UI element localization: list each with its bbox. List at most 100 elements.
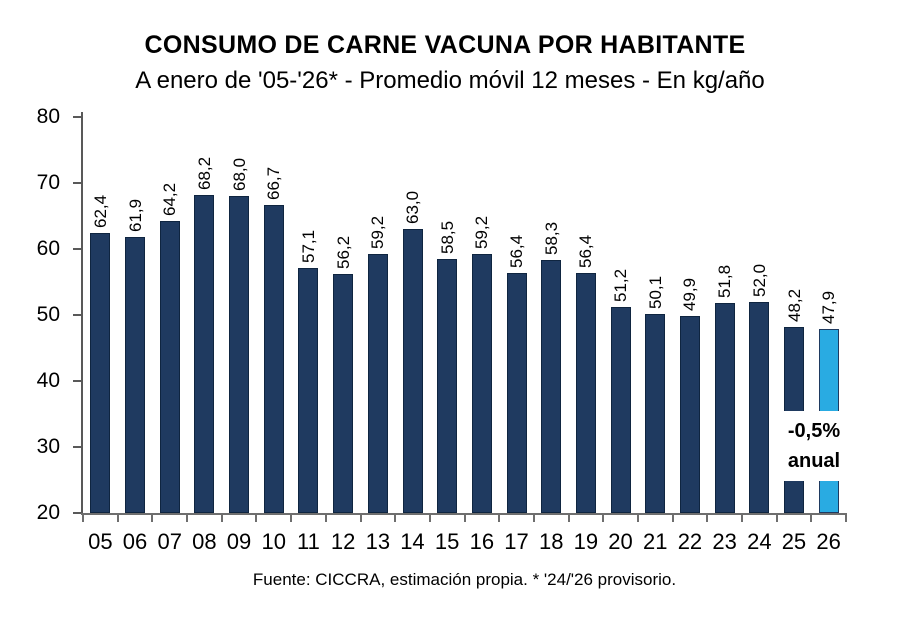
bar-value-label-07: 64,2: [160, 183, 180, 217]
chart-subtitle: A enero de '05-'26* - Promedio móvil 12 …: [135, 67, 765, 94]
x-axis-tick: [810, 515, 813, 522]
y-axis-label-30: 30: [36, 435, 60, 458]
bar-17: [506, 272, 527, 513]
bar-09: [229, 196, 250, 513]
bar-value-label-25: 48,2: [784, 288, 804, 322]
x-axis-tick: [671, 515, 674, 522]
bar-20: [610, 307, 631, 513]
bar-24: [749, 301, 770, 513]
bar-value-label-24: 52,0: [749, 263, 769, 297]
bar-21: [645, 314, 666, 513]
bar-value-label-09: 68,0: [229, 158, 249, 192]
bar-value-label-18: 58,3: [541, 222, 561, 256]
x-axis-label-23: 23: [712, 529, 737, 554]
x-axis-label-19: 19: [573, 529, 599, 554]
x-axis-label-21: 21: [642, 529, 668, 554]
bar-08: [194, 194, 215, 513]
bar-value-label-20: 51,2: [611, 269, 631, 303]
bar-value-label-26: 47,9: [819, 290, 839, 324]
bar-13: [367, 254, 388, 513]
x-axis-label-17: 17: [504, 529, 529, 554]
x-axis-label-07: 07: [157, 529, 182, 554]
y-axis-label-80: 80: [36, 105, 60, 128]
y-axis-label-60: 60: [36, 237, 60, 260]
bar-value-label-10: 66,7: [264, 166, 284, 200]
x-axis-tick: [394, 515, 397, 522]
bar-07: [159, 221, 180, 513]
x-axis-label-05: 05: [88, 529, 113, 554]
bar-value-label-14: 63,0: [403, 191, 422, 225]
bar-19: [575, 272, 596, 513]
bar-15: [437, 258, 458, 513]
x-axis-tick: [567, 515, 570, 522]
x-axis-tick: [428, 515, 431, 522]
trend-annotation-value: -0,5%: [787, 420, 841, 442]
bar-value-label-13: 59,2: [368, 216, 388, 250]
bar-value-label-11: 57,1: [298, 230, 318, 264]
bar-18: [541, 260, 562, 513]
x-axis-label-11: 11: [297, 529, 320, 554]
bar-14: [402, 229, 423, 513]
x-axis-tick: [255, 515, 258, 522]
x-axis-label-10: 10: [261, 529, 286, 554]
y-axis-tick: [73, 116, 81, 118]
chart-title: CONSUMO DE CARNE VACUNA POR HABITANTE: [144, 31, 746, 59]
source-note: Fuente: CICCRA, estimación propia. * '24…: [252, 570, 677, 589]
bar-value-label-12: 56,2: [333, 236, 353, 270]
bar-06: [125, 236, 145, 513]
x-axis-tick: [116, 515, 119, 522]
bar-value-label-17: 56,4: [507, 234, 526, 268]
y-axis-tick: [73, 446, 81, 448]
bar-value-label-15: 58,5: [437, 220, 457, 254]
x-axis-label-25: 25: [781, 529, 807, 554]
y-axis-tick: [73, 314, 81, 316]
x-axis-tick: [359, 515, 362, 522]
bar-value-label-06: 61,9: [125, 198, 145, 232]
x-axis-tick: [775, 515, 778, 522]
y-axis-tick: [73, 182, 81, 184]
bar-value-label-19: 56,4: [576, 234, 596, 268]
bar-value-label-22: 49,9: [680, 277, 700, 311]
x-axis-label-06: 06: [122, 529, 148, 554]
bar-11: [298, 268, 319, 513]
y-axis-tick: [73, 512, 81, 514]
y-axis-label-70: 70: [36, 171, 60, 194]
bar-10: [263, 204, 284, 513]
x-axis-label-08: 08: [192, 529, 217, 554]
x-axis-label-22: 22: [677, 529, 703, 554]
x-axis-label-26: 26: [816, 529, 841, 554]
x-axis-tick: [706, 515, 709, 522]
x-axis-tick: [636, 515, 639, 522]
x-axis-label-14: 14: [400, 529, 425, 554]
x-axis-label-12: 12: [330, 529, 356, 554]
bar-value-label-08: 68,2: [194, 156, 214, 190]
x-axis-label-09: 09: [226, 529, 252, 554]
bar-value-label-23: 51,8: [715, 265, 735, 299]
bar-value-label-05: 62,4: [90, 195, 110, 229]
trend-annotation-unit: anual: [787, 450, 841, 472]
x-axis-label-20: 20: [608, 529, 633, 554]
bar-05: [90, 233, 111, 513]
bar-value-label-21: 50,1: [645, 276, 665, 310]
x-axis-label-15: 15: [434, 529, 460, 554]
x-axis-label-13: 13: [365, 529, 391, 554]
y-axis-tick: [73, 380, 81, 382]
x-axis-tick: [741, 515, 743, 522]
x-axis-tick: [186, 515, 188, 522]
x-axis-line: [81, 513, 847, 515]
x-axis-tick: [532, 515, 535, 522]
trend-annotation: -0,5% anual: [770, 411, 858, 481]
x-axis-tick: [82, 515, 84, 522]
x-axis-tick: [220, 515, 223, 522]
bar-23: [714, 303, 735, 513]
x-axis-tick: [463, 515, 466, 522]
x-axis-label-24: 24: [747, 529, 772, 554]
x-axis-tick: [845, 515, 847, 522]
plot-area: -0,5% anual 62,4 61,9 64,2 68,2 68,0 66,7 57,1…: [73, 112, 858, 522]
x-axis-tick: [324, 515, 327, 522]
bar-value-label-16: 59,2: [472, 216, 492, 250]
x-axis-tick: [602, 515, 605, 522]
x-axis-tick: [290, 515, 293, 522]
y-axis-label-40: 40: [36, 369, 60, 392]
